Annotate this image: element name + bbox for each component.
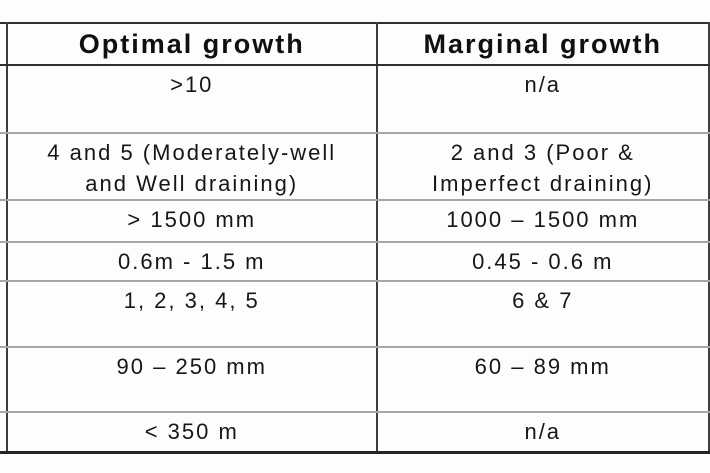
cropped-label-cell [0, 281, 8, 348]
cell-line: 4 and 5 (Moderately-well [47, 140, 337, 165]
cell-marginal: 1000 – 1500 mm [376, 200, 710, 243]
cell-marginal: n/a [376, 412, 710, 452]
table-row-drainage: 4 and 5 (Moderately-well and Well draini… [0, 133, 710, 201]
cell-optimal: < 350 m [7, 412, 378, 452]
table-row-classes: 1, 2, 3, 4, 5 6 & 7 [0, 281, 710, 348]
cropped-label-cell [0, 347, 8, 413]
growth-conditions-table: Optimal growth Marginal growth >10 n/a 4… [0, 22, 710, 454]
cell-marginal: 6 & 7 [376, 281, 710, 348]
header-row: Optimal growth Marginal growth [0, 23, 710, 66]
cell-optimal: 0.6m - 1.5 m [7, 242, 378, 282]
cell-optimal: 1, 2, 3, 4, 5 [7, 281, 378, 348]
cell-optimal: > 1500 mm [7, 200, 378, 243]
table-row-range-mm: 90 – 250 mm 60 – 89 mm [0, 347, 710, 413]
cropped-label-cell [0, 242, 8, 282]
cell-marginal: n/a [376, 65, 710, 134]
table-row-soil-ph: >10 n/a [0, 65, 710, 134]
table-row-elevation: < 350 m n/a [0, 412, 710, 452]
cell-optimal: >10 [7, 65, 378, 134]
table-row-depth: 0.6m - 1.5 m 0.45 - 0.6 m [0, 242, 710, 282]
cell-line: 2 and 3 (Poor & [450, 140, 635, 165]
cropped-label-cell [0, 200, 8, 243]
table-row-rainfall: > 1500 mm 1000 – 1500 mm [0, 200, 710, 243]
cell-optimal: 4 and 5 (Moderately-well and Well draini… [7, 133, 378, 201]
cell-line: and Well draining) [85, 171, 299, 196]
cell-optimal: 90 – 250 mm [7, 347, 378, 413]
cell-marginal: 60 – 89 mm [376, 347, 710, 413]
cell-line: Imperfect draining) [432, 171, 654, 196]
cropped-label-cell [0, 412, 8, 452]
cell-marginal: 2 and 3 (Poor & Imperfect draining) [376, 133, 710, 201]
cell-marginal: 0.45 - 0.6 m [376, 242, 710, 282]
cropped-label-column-header [0, 23, 8, 66]
column-header-optimal-growth: Optimal growth [7, 23, 378, 66]
cropped-label-cell [0, 65, 8, 134]
column-header-marginal-growth: Marginal growth [376, 23, 710, 66]
cropped-label-cell [0, 133, 8, 201]
